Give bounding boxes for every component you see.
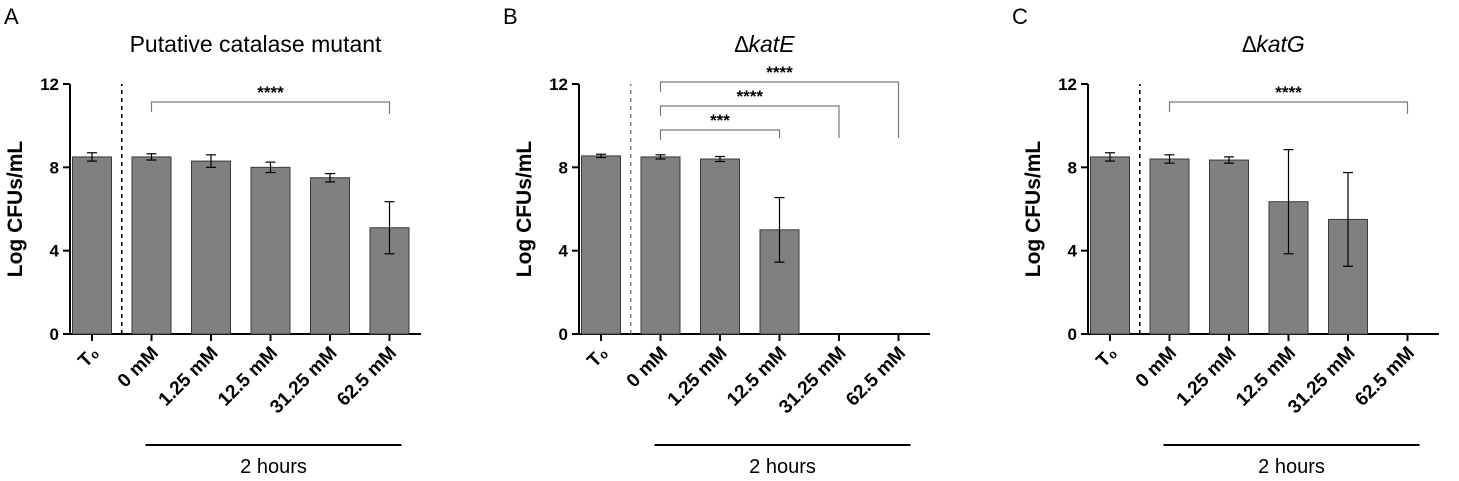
panel-letter: C: [1012, 4, 1028, 29]
group-label: 2 hours: [749, 456, 816, 478]
x-tick-label: T₀: [1092, 343, 1121, 372]
chart-title: ∆katE: [734, 31, 795, 57]
y-tick-label: 4: [559, 242, 569, 261]
chart-panel-a: A Putative catalase mutant Log CFUs/mL 0 4 8 1…: [4, 4, 421, 478]
bar: [640, 156, 681, 335]
y-tick-label: 0: [50, 325, 59, 344]
group-label: 2 hours: [1258, 456, 1325, 478]
x-tick-label: 0 mM: [1132, 343, 1181, 392]
y-tick-label: 12: [1058, 75, 1077, 94]
panel-letter: A: [4, 4, 19, 29]
bar: [1090, 156, 1130, 335]
x-tick-label: 1.25 mM: [1173, 343, 1241, 411]
y-tick-label: 12: [549, 75, 568, 94]
y-tick-label: 8: [1068, 158, 1077, 177]
bar: [1209, 159, 1249, 335]
significance-label: ****: [1275, 83, 1302, 102]
y-tick-label: 0: [1068, 325, 1077, 344]
x-tick-label: 0 mM: [623, 343, 672, 392]
significance-label: ****: [766, 63, 793, 82]
chart-title: Putative catalase mutant: [130, 31, 382, 57]
x-tick-label: T₀: [74, 343, 103, 372]
y-tick-label: 4: [1068, 242, 1078, 261]
y-axis-label: Log CFUs/mL: [1022, 141, 1045, 278]
y-axis-label: Log CFUs/mL: [4, 141, 27, 278]
x-tick-label: T₀: [583, 343, 612, 372]
x-tick-label: 62.5 mM: [1351, 343, 1419, 411]
significance-label: ****: [257, 83, 284, 102]
x-tick-label: 1.25 mM: [664, 343, 732, 411]
bar: [1149, 158, 1190, 335]
x-tick-label: 0 mM: [114, 343, 163, 392]
group-label: 2 hours: [240, 456, 307, 478]
bar: [131, 156, 172, 335]
y-tick-label: 8: [50, 158, 59, 177]
bar: [250, 166, 291, 335]
bar: [581, 155, 621, 335]
significance-bracket: [659, 81, 900, 138]
y-axis-label: Log CFUs/mL: [513, 141, 536, 278]
significance-label: ***: [710, 111, 730, 130]
y-tick-label: 4: [50, 242, 60, 261]
bar: [700, 158, 740, 335]
significance-bracket: [150, 101, 391, 114]
bar: [72, 156, 112, 335]
y-tick-label: 8: [559, 158, 568, 177]
significance-bracket: [659, 105, 840, 138]
x-tick-label: 62.5 mM: [842, 343, 910, 411]
chart-title: ∆katG: [1242, 31, 1305, 57]
significance-label: ****: [737, 87, 764, 106]
bar: [191, 160, 231, 335]
y-tick-label: 0: [559, 325, 568, 344]
significance-bracket: [659, 129, 781, 140]
x-tick-label: 1.25 mM: [155, 343, 223, 411]
y-tick-label: 12: [40, 75, 59, 94]
bar: [310, 177, 350, 335]
panel-letter: B: [503, 4, 518, 29]
x-tick-label: 62.5 mM: [333, 343, 401, 411]
significance-bracket: [1168, 101, 1409, 114]
